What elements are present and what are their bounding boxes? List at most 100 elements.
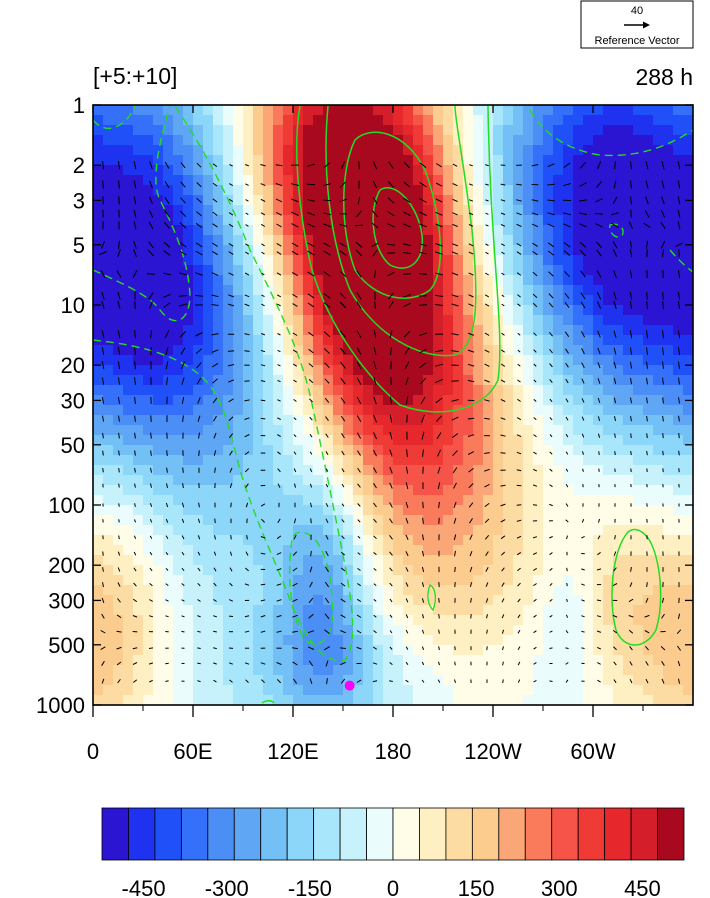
contour-positive-4 (372, 187, 424, 269)
field-cell (623, 175, 634, 186)
field-cell (493, 575, 504, 586)
wind-vector (323, 348, 331, 355)
field-cell (633, 565, 644, 576)
field-cell (343, 525, 354, 536)
field-cell (233, 535, 244, 546)
wind-vector (356, 210, 362, 218)
field-cell (563, 235, 574, 246)
field-cell (553, 665, 564, 676)
field-cell (493, 685, 504, 696)
wind-vector (260, 662, 266, 665)
field-cell (543, 515, 554, 526)
wind-vector (389, 582, 393, 587)
wind-vector (132, 679, 138, 683)
field-cell (333, 145, 344, 156)
field-cell (643, 225, 654, 236)
field-cell (193, 505, 204, 516)
field-cell (423, 225, 434, 236)
field-cell (233, 465, 244, 476)
wind-vector (373, 568, 377, 571)
wind-vector (134, 467, 136, 473)
field-cell (343, 195, 354, 206)
field-cell (533, 665, 544, 676)
field-cell (653, 355, 664, 366)
field-cell (623, 625, 634, 636)
field-cell (593, 695, 604, 705)
field-cell (633, 385, 644, 396)
field-cell (223, 625, 234, 636)
field-cell (533, 625, 544, 636)
field-cell (623, 145, 634, 156)
field-cell (443, 345, 454, 356)
field-cell (323, 465, 334, 476)
field-cell (343, 555, 354, 566)
wind-vector (309, 566, 313, 573)
field-cell (113, 405, 124, 416)
field-cell (373, 535, 384, 546)
field-cell (683, 165, 693, 176)
field-cell (583, 325, 594, 336)
field-cell (583, 215, 594, 226)
field-cell (133, 125, 144, 136)
field-cell (203, 325, 214, 336)
wind-vector (403, 162, 411, 169)
field-cell (323, 445, 334, 456)
field-cell (273, 335, 284, 346)
field-cell (603, 535, 614, 546)
field-cell (513, 125, 524, 136)
field-cell (563, 345, 574, 356)
field-cell (453, 595, 464, 606)
field-cell (653, 255, 664, 266)
field-cell (423, 445, 434, 456)
field-cell (483, 155, 494, 166)
field-cell (143, 565, 154, 576)
field-cell (233, 195, 244, 206)
field-cell (283, 175, 294, 186)
field-cell (103, 605, 114, 616)
field-cell (373, 365, 384, 376)
wind-vector (630, 196, 632, 205)
field-cell (423, 355, 434, 366)
field-cell (173, 295, 184, 306)
field-cell (343, 265, 354, 276)
field-cell (593, 355, 604, 366)
field-cell (623, 525, 634, 536)
field-cell (673, 695, 684, 705)
field-cell (463, 555, 474, 566)
field-cell (163, 315, 174, 326)
wind-vector (307, 250, 315, 256)
wind-vector (438, 629, 440, 634)
field-cell (583, 515, 594, 526)
field-cell (633, 545, 644, 556)
field-cell (93, 425, 104, 436)
field-cell (463, 695, 474, 705)
field-cell (653, 385, 664, 396)
field-cell (313, 535, 324, 546)
field-cell (523, 245, 534, 256)
field-cell (603, 475, 614, 486)
wind-vector (517, 398, 521, 402)
field-cell (143, 405, 154, 416)
field-cell (653, 635, 664, 646)
field-cell (163, 465, 174, 476)
field-cell (223, 375, 234, 386)
field-cell (273, 555, 284, 566)
field-cell (553, 215, 564, 226)
wind-vector (229, 163, 233, 167)
field-cell (303, 495, 314, 506)
field-cell (93, 475, 104, 486)
colorbar-swatch (207, 807, 235, 861)
field-cell (633, 375, 644, 386)
wind-vector (418, 304, 428, 306)
field-cell (573, 425, 584, 436)
wind-vector (276, 679, 282, 684)
field-cell (473, 275, 484, 286)
field-cell (513, 225, 524, 236)
wind-vector (340, 415, 346, 422)
field-cell (333, 225, 344, 236)
field-cell (163, 375, 174, 386)
field-cell (563, 165, 574, 176)
field-cell (573, 225, 584, 236)
field-cell (503, 365, 514, 376)
wind-vector (374, 270, 376, 279)
